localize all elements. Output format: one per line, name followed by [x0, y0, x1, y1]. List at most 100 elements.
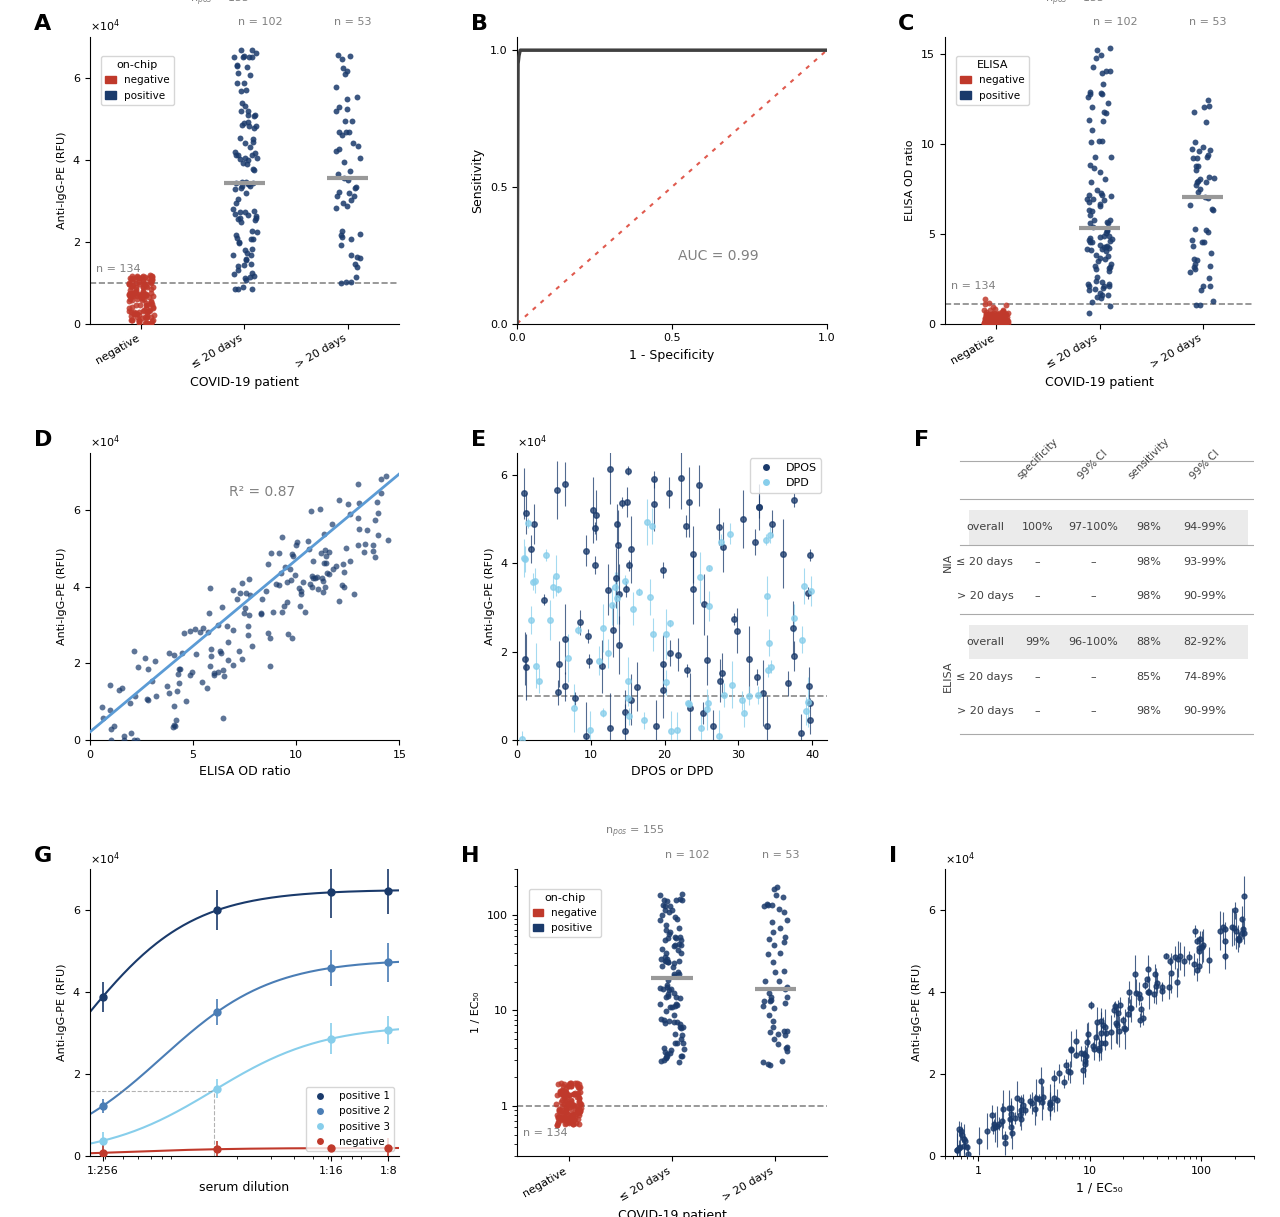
Point: [225, 146, 246, 166]
Point: [239, 568, 260, 588]
Point: [978, 309, 998, 329]
Point: [344, 186, 365, 206]
Point: [349, 225, 370, 245]
Y-axis label: Anti-IgG-PE (RFU): Anti-IgG-PE (RFU): [58, 131, 67, 229]
Point: [125, 273, 146, 292]
Point: [141, 291, 161, 310]
Point: [978, 309, 998, 329]
Point: [559, 1112, 580, 1132]
Point: [671, 943, 691, 963]
Point: [1197, 220, 1217, 240]
Point: [567, 1083, 588, 1103]
Point: [119, 286, 140, 305]
Point: [145, 651, 165, 671]
Point: [1083, 217, 1103, 236]
Point: [986, 305, 1006, 325]
Point: [1098, 92, 1119, 112]
Point: [988, 307, 1009, 326]
Text: n = 53: n = 53: [762, 849, 799, 859]
Point: [119, 284, 140, 303]
Point: [563, 1105, 584, 1125]
Point: [1093, 279, 1114, 298]
Point: [236, 134, 256, 153]
Point: [1079, 84, 1100, 103]
Point: [654, 896, 675, 915]
Point: [758, 894, 778, 914]
Point: [1092, 74, 1112, 94]
Point: [1100, 226, 1120, 246]
Point: [308, 579, 329, 599]
Point: [142, 270, 163, 290]
Point: [1084, 158, 1105, 178]
Point: [1085, 259, 1106, 279]
Point: [138, 301, 159, 320]
Point: [658, 929, 678, 948]
Point: [568, 1084, 589, 1104]
Point: [1183, 139, 1203, 158]
X-axis label: DPOS or DPD: DPOS or DPD: [631, 765, 713, 778]
Point: [136, 276, 156, 296]
Point: [1082, 120, 1102, 140]
Point: [986, 307, 1006, 326]
Point: [552, 1090, 572, 1110]
Point: [172, 644, 192, 663]
Point: [278, 572, 298, 591]
Point: [991, 309, 1011, 329]
Point: [125, 276, 146, 296]
Point: [315, 577, 335, 596]
Point: [124, 269, 145, 288]
Point: [260, 628, 280, 647]
Point: [975, 312, 996, 331]
Point: [1187, 173, 1207, 192]
Text: –: –: [1034, 706, 1041, 716]
Point: [225, 225, 246, 245]
Point: [136, 298, 156, 318]
Legend: positive 1, positive 2, positive 3, negative: positive 1, positive 2, positive 3, nega…: [306, 1087, 394, 1151]
Point: [123, 269, 143, 288]
Point: [1088, 251, 1108, 270]
Point: [549, 1106, 570, 1126]
Point: [133, 277, 154, 297]
Point: [655, 950, 676, 970]
Legend: negative, positive: negative, positive: [101, 56, 174, 105]
Point: [1083, 57, 1103, 77]
Point: [975, 304, 996, 324]
Point: [995, 314, 1015, 333]
Point: [229, 641, 250, 661]
Point: [325, 78, 346, 97]
Point: [652, 905, 672, 925]
Text: D: D: [33, 430, 52, 450]
Text: n = 134: n = 134: [951, 281, 996, 291]
Text: 99% CI: 99% CI: [1076, 448, 1110, 482]
Point: [119, 275, 140, 295]
Point: [328, 164, 348, 184]
FancyBboxPatch shape: [969, 510, 1248, 545]
Point: [557, 1099, 577, 1118]
Point: [129, 313, 150, 332]
Point: [340, 245, 361, 264]
Point: [978, 314, 998, 333]
Point: [673, 1017, 694, 1037]
Text: 74-89%: 74-89%: [1183, 672, 1226, 682]
Point: [1100, 257, 1120, 276]
Point: [243, 201, 264, 220]
Point: [347, 509, 367, 528]
Point: [556, 1084, 576, 1104]
Point: [164, 696, 184, 716]
Point: [237, 112, 257, 131]
Point: [1185, 219, 1206, 239]
Point: [1089, 131, 1110, 151]
Point: [564, 1098, 585, 1117]
Point: [996, 304, 1016, 324]
Point: [143, 304, 164, 324]
Point: [979, 301, 1000, 320]
Point: [204, 663, 224, 683]
Point: [991, 304, 1011, 324]
Point: [668, 963, 689, 982]
Point: [1188, 141, 1208, 161]
Point: [340, 229, 361, 248]
Point: [989, 307, 1010, 326]
Point: [1185, 131, 1206, 151]
Point: [776, 1038, 796, 1058]
Point: [347, 535, 367, 555]
